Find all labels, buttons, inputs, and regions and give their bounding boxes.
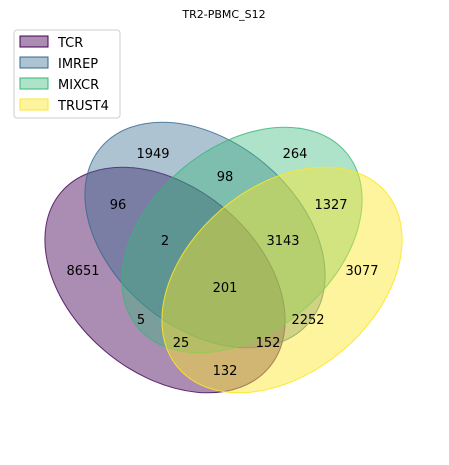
region-count-tcr-mixcr: 5 <box>137 313 145 328</box>
legend-label-imrep: IMREP <box>58 57 98 72</box>
region-count-imrep: 1949 <box>136 147 169 162</box>
chart-title: TR2-PBMC_S12 <box>181 8 265 21</box>
region-count-all: 201 <box>213 281 238 296</box>
region-count-tcr-trust4: 132 <box>213 364 238 379</box>
region-count-trust4: 3077 <box>345 264 378 279</box>
legend-label-trust4: TRUST4 <box>57 99 109 114</box>
legend-frame <box>13 29 121 119</box>
region-count-mixcr-trust4: 1327 <box>314 198 347 213</box>
region-count-mixcr: 264 <box>283 147 308 162</box>
region-count-tcr: 8651 <box>66 264 99 279</box>
region-count-imrep-trust4: 2252 <box>291 313 324 328</box>
set-ellipse-mixcr <box>121 126 363 354</box>
region-labels: 8651 1949 264 3077 96 98 1327 2 3143 201… <box>66 147 378 379</box>
legend-label-mixcr: MIXCR <box>58 78 99 93</box>
venn-ellipses <box>44 121 403 394</box>
legend-swatch-tcr <box>19 35 49 48</box>
region-count-imrep-mixcr: 98 <box>217 170 234 185</box>
legend-label-tcr: TCR <box>57 36 83 51</box>
set-ellipse-imrep <box>84 121 326 349</box>
region-count-tcr-mixcr-trust4: 25 <box>173 336 190 351</box>
legend: TCR IMREP MIXCR TRUST4 <box>13 29 121 119</box>
region-count-imrep-mixcr-trust4: 3143 <box>266 234 299 249</box>
set-ellipse-tcr <box>44 166 286 394</box>
legend-swatch-trust4 <box>19 98 49 111</box>
region-count-tcr-imrep-mixcr: 2 <box>161 234 169 249</box>
legend-swatch-mixcr <box>19 77 49 90</box>
region-count-tcr-imrep-trust4: 152 <box>256 336 281 351</box>
legend-swatch-imrep <box>19 56 49 69</box>
region-count-tcr-imrep: 96 <box>110 198 127 213</box>
set-ellipse-trust4 <box>161 166 403 394</box>
